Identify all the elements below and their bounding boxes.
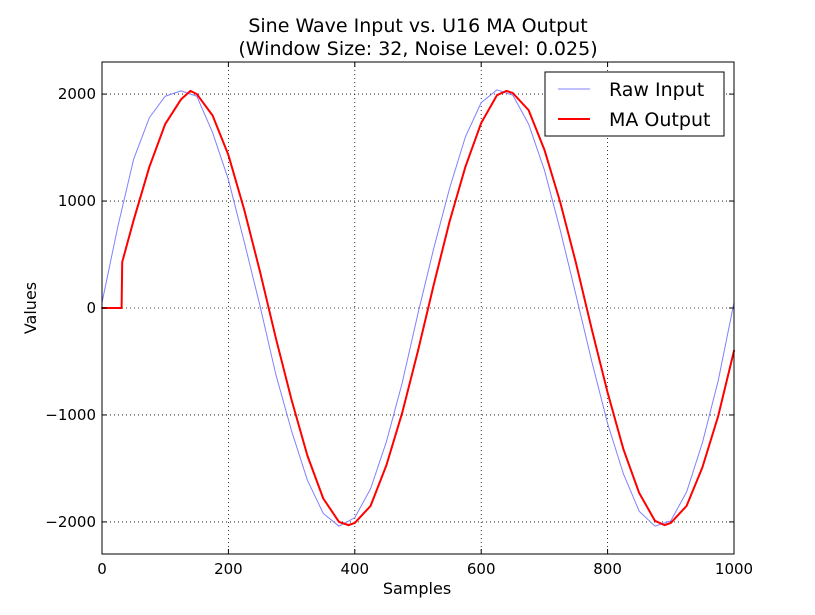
x-tick-label: 800 [593, 560, 622, 578]
y-tick-label: 0 [86, 299, 96, 317]
x-tick-label: 1000 [715, 560, 753, 578]
plot-area: 0 200 400 600 800 1000 −2000 −1000 0 1000 2000 [45, 61, 753, 578]
y-tick-label: −1000 [45, 406, 96, 424]
legend: Raw Input MA Output [544, 71, 725, 137]
x-tick-label: 600 [467, 560, 496, 578]
x-tick-label: 0 [97, 560, 107, 578]
y-tick-label: 2000 [58, 85, 96, 103]
y-tick-label: −2000 [45, 513, 96, 531]
legend-label: MA Output [609, 109, 710, 131]
series-line-ma-output [101, 89, 735, 527]
legend-box [544, 71, 725, 137]
legend-label: Raw Input [609, 79, 704, 101]
y-tick-label: 1000 [58, 192, 96, 210]
x-axis-label: Samples [383, 579, 451, 598]
y-axis-label: Values [21, 282, 40, 334]
chart-title: Sine Wave Input vs. U16 MA Output [248, 15, 587, 37]
x-tick-label: 200 [214, 560, 243, 578]
x-tick-label: 400 [340, 560, 369, 578]
chart-subtitle: (Window Size: 32, Noise Level: 0.025) [238, 38, 597, 60]
series-line-raw-input [101, 89, 735, 527]
